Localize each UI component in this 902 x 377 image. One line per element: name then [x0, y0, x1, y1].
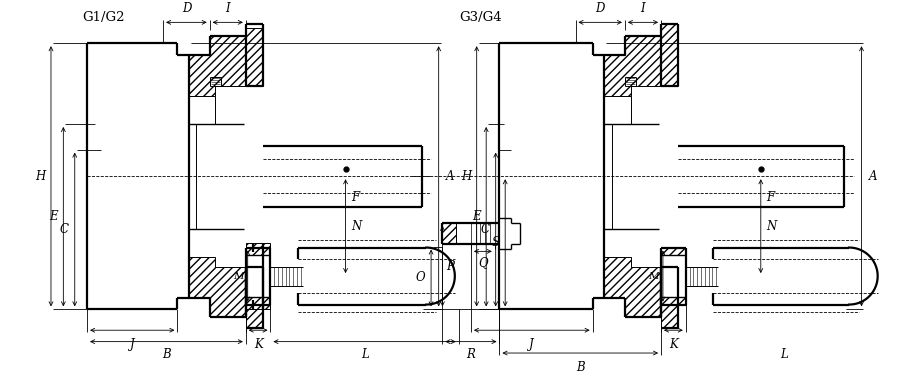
Text: M: M [648, 271, 658, 280]
Polygon shape [245, 297, 271, 305]
Text: H: H [460, 170, 471, 183]
Text: A: A [868, 170, 877, 183]
Text: F: F [351, 191, 359, 204]
Text: K: K [668, 338, 677, 351]
Polygon shape [177, 257, 245, 317]
Text: I: I [640, 2, 645, 15]
Text: O: O [415, 271, 425, 285]
Text: N: N [766, 220, 776, 233]
Text: N: N [351, 220, 361, 233]
Text: J: J [529, 338, 534, 351]
Bar [245, 28, 262, 86]
Text: E: E [472, 210, 480, 223]
Text: J: J [130, 338, 134, 351]
Text: E: E [49, 210, 58, 223]
Text: A: A [446, 170, 455, 183]
Text: F: F [766, 191, 774, 204]
Bar [245, 243, 271, 252]
Polygon shape [592, 36, 660, 95]
Text: I: I [226, 2, 230, 15]
Text: G3/G4: G3/G4 [459, 11, 502, 24]
Bar [245, 302, 262, 328]
Bar [442, 223, 456, 244]
Text: D: D [594, 2, 604, 15]
Polygon shape [660, 297, 685, 305]
Polygon shape [245, 248, 271, 255]
Text: L: L [778, 348, 787, 361]
Text: Q: Q [477, 256, 487, 269]
Text: C: C [481, 223, 490, 236]
Bar [660, 24, 677, 86]
Polygon shape [660, 248, 685, 255]
Polygon shape [177, 36, 245, 95]
Text: C: C [60, 223, 69, 236]
Bar [245, 300, 271, 309]
Text: H: H [35, 170, 45, 183]
Text: D: D [181, 2, 191, 15]
Text: L: L [360, 348, 368, 361]
Text: B: B [575, 361, 584, 374]
Text: B: B [162, 348, 170, 361]
Polygon shape [592, 257, 660, 317]
Text: P: P [446, 260, 454, 273]
Text: G1/G2: G1/G2 [82, 11, 124, 24]
Text: M: M [233, 271, 244, 280]
Bar [660, 302, 677, 328]
Text: R: R [466, 348, 474, 361]
Text: K: K [253, 338, 262, 351]
Text: S: S [491, 236, 499, 249]
